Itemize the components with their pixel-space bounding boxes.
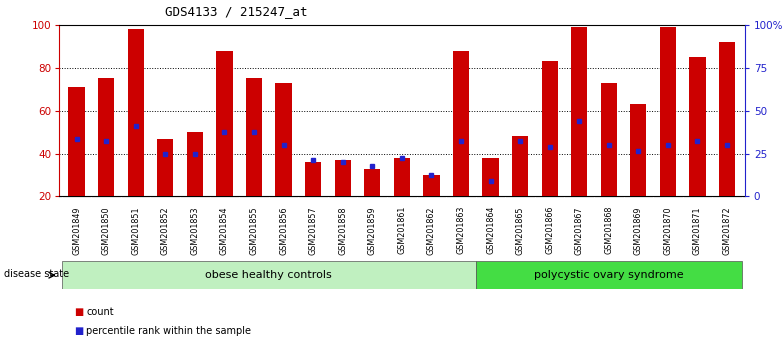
Bar [512, 136, 528, 196]
Text: GSM201861: GSM201861 [397, 206, 406, 255]
Text: polycystic ovary syndrome: polycystic ovary syndrome [534, 270, 684, 280]
Text: disease state: disease state [4, 269, 69, 279]
Bar [601, 83, 617, 196]
Bar [476, 261, 742, 289]
Text: GSM201854: GSM201854 [220, 206, 229, 255]
Text: GSM201871: GSM201871 [693, 206, 702, 255]
Text: GSM201856: GSM201856 [279, 206, 288, 255]
Text: GSM201851: GSM201851 [131, 206, 140, 255]
Text: obese healthy controls: obese healthy controls [205, 270, 332, 280]
Text: GSM201869: GSM201869 [633, 206, 643, 255]
Text: count: count [86, 307, 114, 316]
Text: GSM201865: GSM201865 [516, 206, 524, 255]
Text: GSM201870: GSM201870 [663, 206, 673, 255]
Text: ■: ■ [74, 307, 84, 316]
Text: ■: ■ [74, 326, 84, 336]
Bar [128, 29, 143, 196]
Text: GSM201872: GSM201872 [723, 206, 731, 255]
Text: GSM201864: GSM201864 [486, 206, 495, 255]
Bar [68, 87, 85, 196]
Text: GSM201852: GSM201852 [161, 206, 170, 255]
Bar [62, 261, 476, 289]
Text: GSM201849: GSM201849 [72, 206, 81, 255]
Bar [157, 138, 173, 196]
Bar [660, 27, 676, 196]
Text: GDS4133 / 215247_at: GDS4133 / 215247_at [165, 5, 307, 18]
Bar [216, 51, 233, 196]
Bar [246, 79, 262, 196]
Text: GSM201855: GSM201855 [249, 206, 259, 255]
Text: GSM201853: GSM201853 [191, 206, 199, 255]
Text: GSM201867: GSM201867 [575, 206, 584, 255]
Bar [275, 83, 292, 196]
Text: GSM201868: GSM201868 [604, 206, 613, 255]
Bar [630, 104, 647, 196]
Bar [335, 160, 350, 196]
Bar [689, 57, 706, 196]
Text: GSM201850: GSM201850 [102, 206, 111, 255]
Bar [423, 175, 440, 196]
Bar [364, 169, 380, 196]
Bar [453, 51, 469, 196]
Bar [571, 27, 587, 196]
Bar [542, 61, 557, 196]
Text: percentile rank within the sample: percentile rank within the sample [86, 326, 251, 336]
Text: GSM201858: GSM201858 [338, 206, 347, 255]
Bar [187, 132, 203, 196]
Bar [394, 158, 410, 196]
Text: GSM201859: GSM201859 [368, 206, 377, 255]
Bar [305, 162, 321, 196]
Bar [482, 158, 499, 196]
Bar [98, 79, 114, 196]
Text: GSM201866: GSM201866 [545, 206, 554, 255]
Text: GSM201863: GSM201863 [456, 206, 466, 255]
Text: GSM201857: GSM201857 [309, 206, 318, 255]
Bar [719, 42, 735, 196]
Text: GSM201862: GSM201862 [426, 206, 436, 255]
